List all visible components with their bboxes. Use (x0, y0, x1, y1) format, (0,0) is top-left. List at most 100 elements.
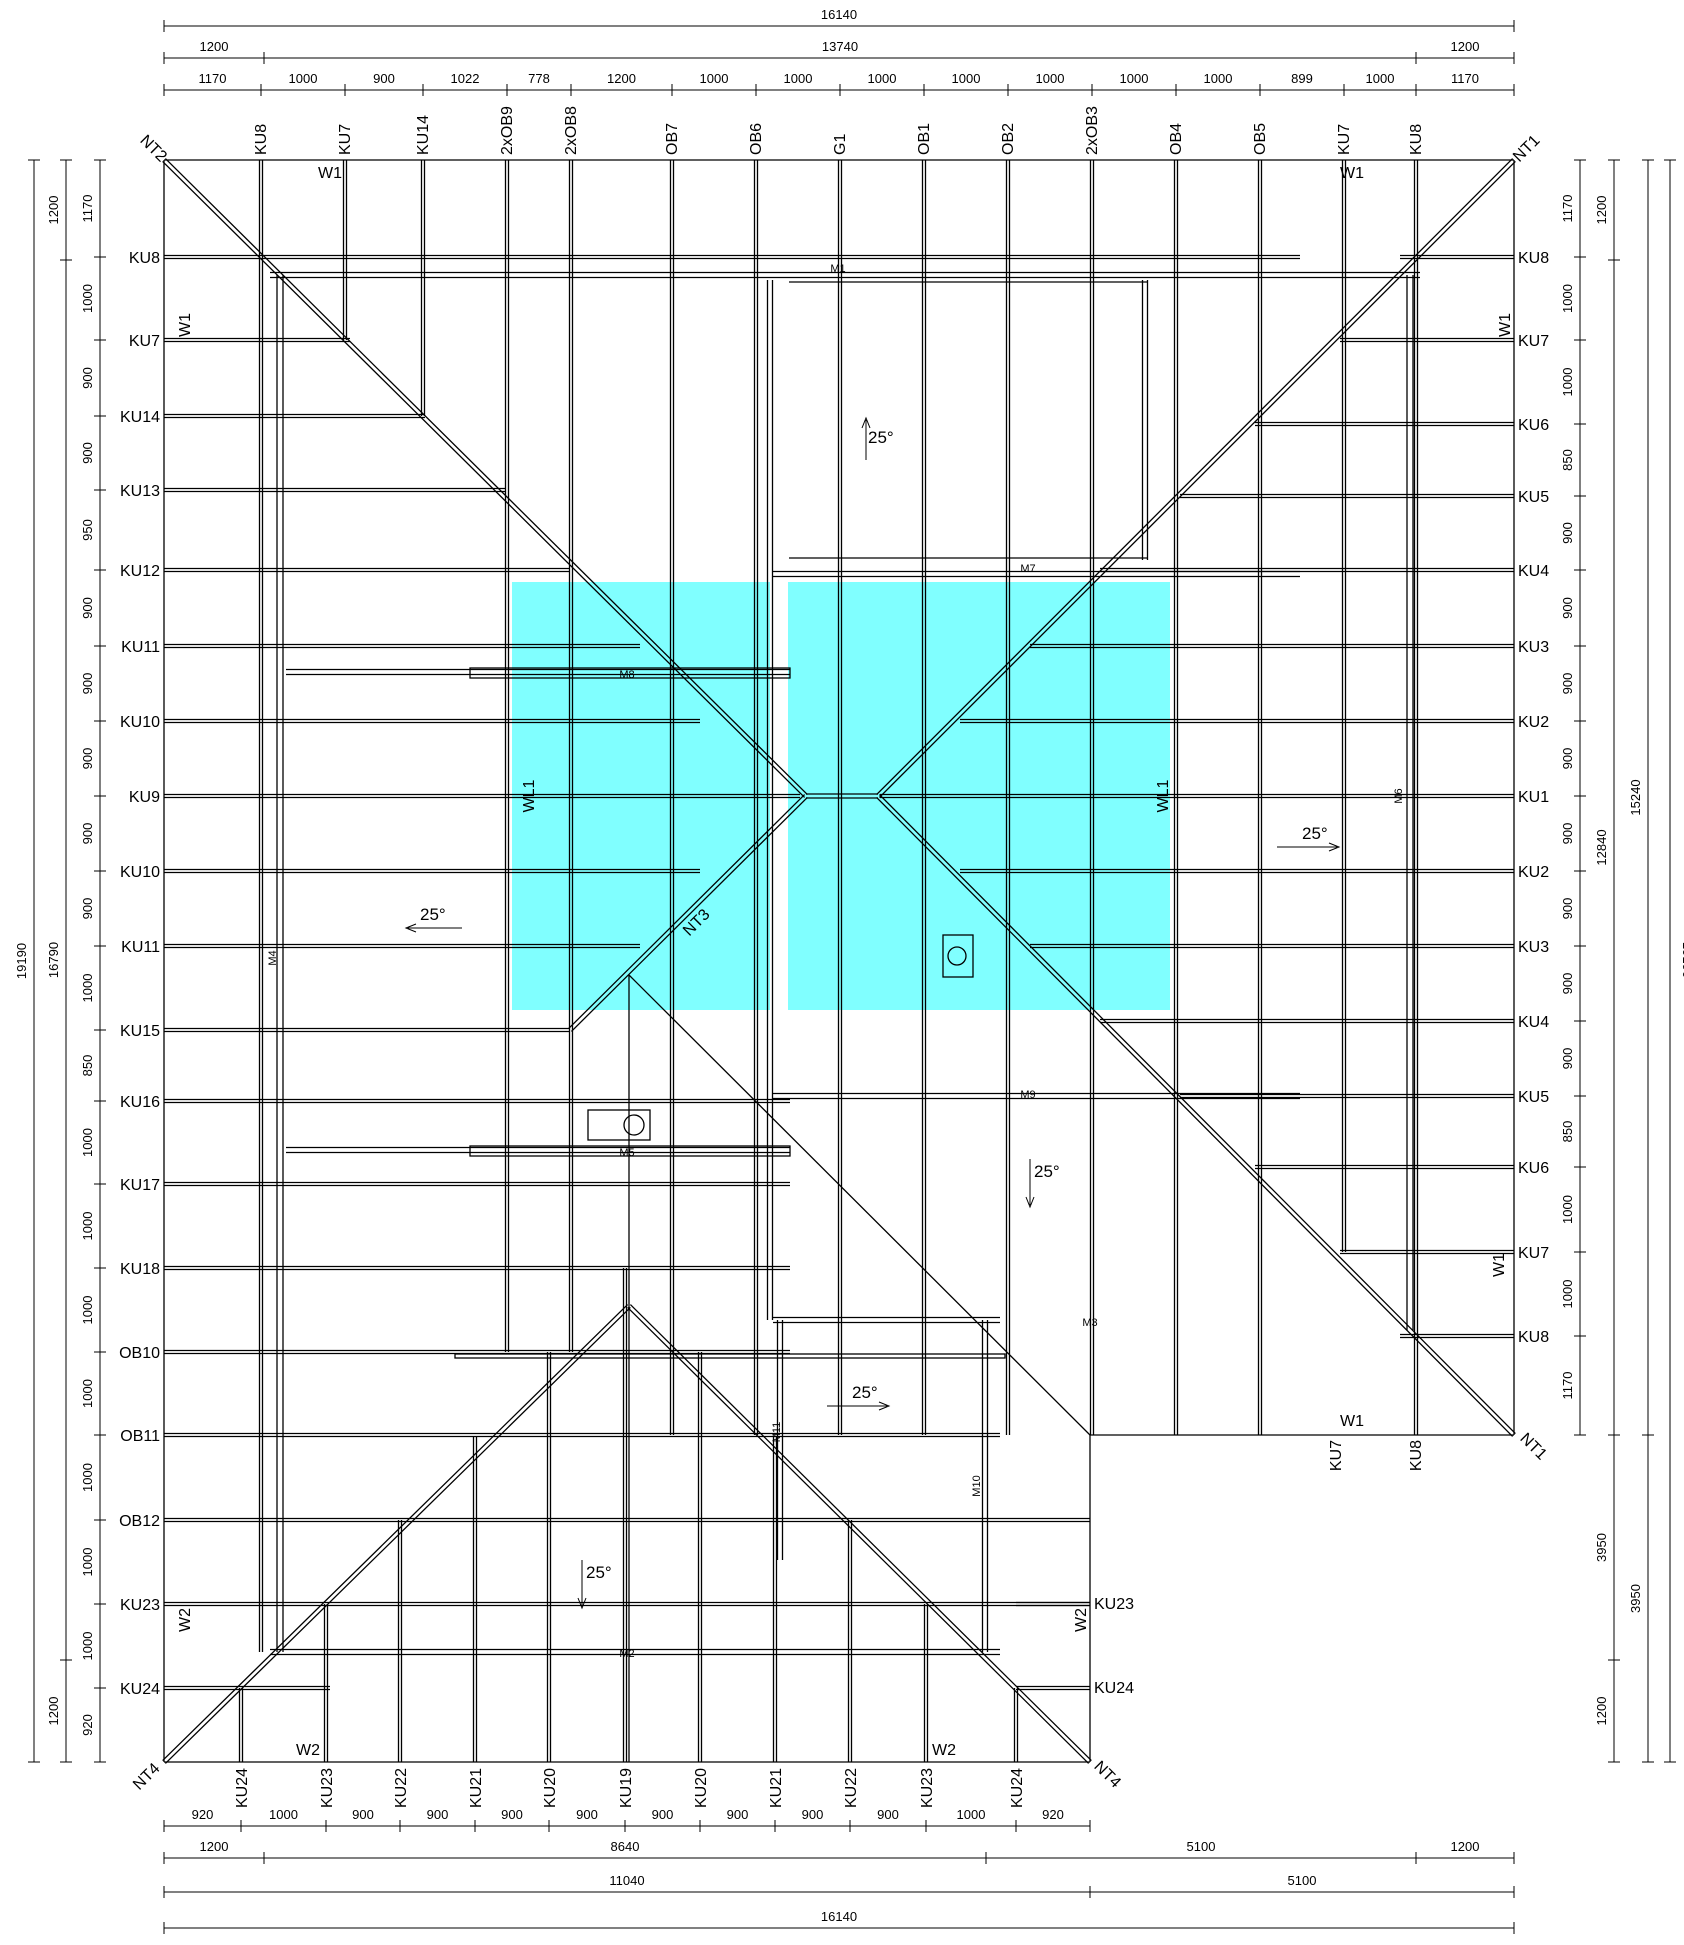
rafter-label-bottom: KU22 (393, 1768, 410, 1808)
rafter-label-right: KU5 (1518, 489, 1549, 506)
dim-left-fine-value: 900 (80, 898, 95, 920)
rafter-label-left: KU18 (120, 1261, 160, 1278)
rafter-label-left: OB11 (120, 1428, 160, 1445)
dim-right-fine-value: 900 (1560, 748, 1575, 770)
dim-bottom-fine-value: 900 (427, 1807, 449, 1822)
rafter-label-right: KU4 (1518, 1014, 1549, 1031)
dim-top-fine-value: 1000 (1120, 71, 1149, 86)
dim-top-fine-value: 1000 (1204, 71, 1233, 86)
rafter-label-top: OB1 (916, 123, 933, 155)
slope-arrow (1025, 1196, 1035, 1209)
rafter-label-top: KU8 (253, 124, 270, 155)
dim-left-fine-value: 1000 (80, 1463, 95, 1492)
rafter-label-bottom: KU20 (542, 1768, 559, 1808)
dim-left-fine-value: 1000 (80, 1548, 95, 1577)
rafter-label-right: KU2 (1518, 864, 1549, 881)
dim-top-fine-value: 1170 (199, 71, 227, 86)
dim-left-fine-value: 1000 (80, 1379, 95, 1408)
dim-right-fine-value: 900 (1560, 597, 1575, 619)
beam-label: M1 (830, 263, 845, 275)
wall-plate-label: W1 (1340, 1413, 1364, 1430)
dim-top-fine-value: 1000 (289, 71, 318, 86)
dim-left-fine-value: 920 (80, 1714, 95, 1736)
hip-nt4-right (629, 1304, 1092, 1762)
dim-right-fine-value: 1000 (1560, 368, 1575, 397)
rafter-label-left: KU24 (120, 1681, 160, 1698)
rafter-label-top: OB6 (748, 123, 765, 155)
rafter-label-right: KU6 (1518, 1160, 1549, 1177)
dim-right-fine-value: 900 (1560, 522, 1575, 544)
dim-bottom-mid-value: 1200 (200, 1839, 229, 1854)
dim-bottom-total-value: 16140 (821, 1909, 857, 1924)
rafter-label-bottom: KU22 (843, 1768, 860, 1808)
wall-line-label: WL1 (521, 779, 538, 812)
rafter-label-right: KU7 (1518, 333, 1549, 350)
dim-left-fine-value: 850 (80, 1055, 95, 1077)
rafter-label-bottom: KU24 (1009, 1768, 1026, 1808)
rafter-label-left: KU11 (121, 639, 160, 656)
hip-nt1-lower (878, 794, 1516, 1435)
slope-label: 25° (868, 428, 894, 447)
wall-line-label: WL1 (1155, 779, 1172, 812)
rafter-label-right: KU4 (1518, 563, 1549, 580)
rafter-label-right: KU6 (1518, 417, 1549, 434)
dim-bottom-big-value: 11040 (609, 1873, 644, 1888)
rafter-label-top: KU14 (415, 115, 432, 155)
slope-arrow (1328, 842, 1341, 852)
rafter-label-bottom: KU23 (919, 1768, 936, 1808)
wall-plate-label: W1 (1340, 165, 1364, 182)
wall-plate-label: W2 (296, 1742, 320, 1759)
rafter-label-top: KU7 (337, 124, 354, 155)
rafter-label-bottom: KU20 (693, 1768, 710, 1808)
dim-bottom-fine-value: 900 (352, 1807, 374, 1822)
dim-bottom-fine-value: 900 (877, 1807, 899, 1822)
dim-right-fine-value: 1000 (1560, 284, 1575, 313)
slope-arrow (861, 416, 871, 429)
rafter-label-right: KU5 (1518, 1089, 1549, 1106)
dim-top-fine-value: 1000 (1366, 71, 1395, 86)
beam-label: M10 (971, 1475, 983, 1496)
rafter-label-top: KU7 (1336, 124, 1353, 155)
chimney-left (587, 1109, 651, 1141)
dim-right-b-value: 3950 (1628, 1584, 1643, 1613)
dim-top-mid-value: 13740 (822, 39, 858, 54)
dim-right-fine-value: 900 (1560, 973, 1575, 995)
slope-label: 25° (852, 1383, 878, 1402)
hip-label: NT4 (130, 1760, 163, 1793)
hip-nt3 (568, 794, 806, 1030)
rafter-label-right: KU3 (1518, 939, 1549, 956)
rafter-label-top: OB2 (1000, 123, 1017, 155)
rafter-label-left: KU14 (120, 409, 160, 426)
dim-bottom-fine-value: 1000 (269, 1807, 298, 1822)
dim-top-mid-value: 1200 (1451, 39, 1480, 54)
rafter-label-right: KU8 (1518, 1329, 1549, 1346)
dim-left-fine-value: 1000 (80, 974, 95, 1003)
slope-label: 25° (1034, 1162, 1060, 1181)
beam-label: M11 (771, 1422, 783, 1443)
beam-plate (454, 1353, 1006, 1359)
hip-nt2 (162, 160, 806, 798)
dim-left-a-value: 16790 (46, 942, 61, 978)
rafter-label-left: KU16 (120, 1094, 160, 1111)
chimney-right-flue (947, 946, 967, 966)
rafter-label-top: OB4 (1168, 123, 1185, 155)
rafter-label-left: KU7 (129, 333, 160, 350)
rafter-label-top: G1 (832, 134, 849, 155)
dim-right-fine-value: 1000 (1560, 1280, 1575, 1309)
slope-arrow (404, 923, 417, 933)
dim-right-fine-value: 1170 (1560, 1372, 1575, 1400)
rafter-label-bottom: KU21 (468, 1768, 485, 1808)
beam-plate (469, 667, 791, 679)
dim-left-fine-value: 900 (80, 823, 95, 845)
hip-nt1 (878, 160, 1516, 798)
slope-label: 25° (1302, 824, 1328, 843)
hip-nt4-left (162, 1304, 629, 1762)
wall-plate-label: W2 (932, 1742, 956, 1759)
dim-bottom-fine-value: 920 (1042, 1807, 1064, 1822)
hip-label: NT1 (1516, 1430, 1549, 1463)
dim-bottom-mid-value: 1200 (1451, 1839, 1480, 1854)
beam-label: M4 (267, 950, 279, 965)
rafter-label-right: KU1 (1518, 789, 1549, 806)
dim-left-total-value: 19190 (14, 943, 29, 979)
